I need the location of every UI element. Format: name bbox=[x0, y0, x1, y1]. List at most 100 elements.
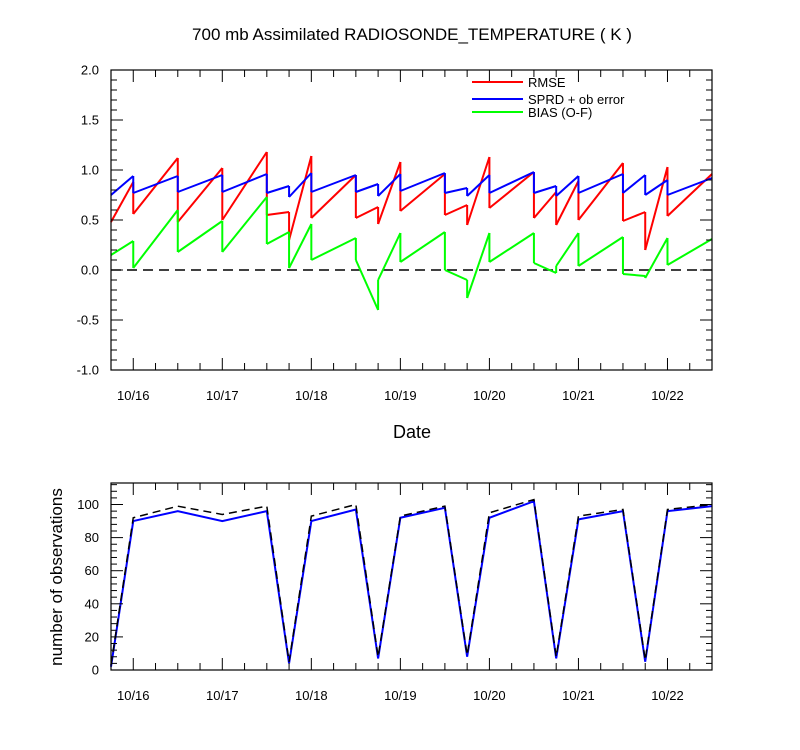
series-bias-o-f-segment bbox=[577, 236, 624, 267]
series-rmse-segment bbox=[310, 174, 357, 219]
top-panel: 700 mb Assimilated RADIOSONDE_TEMPERATUR… bbox=[77, 25, 713, 442]
series-sprd-ob-error-segment bbox=[644, 179, 669, 196]
series-sprd-ob-error-segment bbox=[288, 172, 313, 198]
top-axes: 10/16 10/17 10/18 10/19 10/20 10/21 10/22 -1.0 -… bbox=[77, 63, 713, 403]
series-rmse-segment bbox=[221, 151, 268, 221]
x-tick-label: 10/20 bbox=[473, 688, 506, 703]
x-tick-label: 10/17 bbox=[206, 388, 239, 403]
series-rmse-segment bbox=[644, 166, 669, 251]
series-bias-o-f-segment bbox=[488, 232, 535, 263]
x-tick-label: 10/19 bbox=[384, 688, 417, 703]
y-axis-title: number of observations bbox=[47, 488, 66, 666]
top-plot-frame bbox=[110, 69, 713, 371]
series-sprd-ob-error-segment bbox=[266, 185, 290, 194]
series-bias-o-f-segment bbox=[132, 209, 179, 269]
bottom-series-layer bbox=[110, 498, 713, 667]
series-rmse-segment bbox=[533, 191, 557, 219]
series-bias-o-f-segment bbox=[177, 220, 223, 253]
legend: RMSE SPRD + ob error BIAS (O-F) bbox=[472, 75, 625, 120]
series-rmse-segment bbox=[355, 206, 379, 219]
y-tick-label: -0.5 bbox=[77, 313, 99, 328]
series-bias-o-f-segment bbox=[266, 231, 290, 245]
top-series-layer bbox=[110, 151, 713, 311]
series-rmse-segment bbox=[488, 171, 535, 209]
y-tick-label: 0.5 bbox=[81, 213, 99, 228]
x-tick-label: 10/21 bbox=[562, 388, 595, 403]
x-tick-label: 10/18 bbox=[295, 688, 328, 703]
x-axis-title: Date bbox=[393, 422, 431, 442]
series-sprd-ob-error-segment bbox=[377, 173, 402, 197]
series-bias-o-f-segment bbox=[622, 273, 646, 277]
x-tick-label: 10/20 bbox=[473, 388, 506, 403]
series-sprd-ob-error-segment bbox=[667, 177, 713, 196]
series-rmse-segment bbox=[555, 180, 580, 226]
series-sprd-ob-error-segment bbox=[310, 174, 357, 193]
series-bias-o-f-segment bbox=[666, 238, 713, 266]
series-rmse-segment bbox=[577, 162, 624, 221]
x-tick-label: 10/21 bbox=[562, 688, 595, 703]
x-tick-label: 10/18 bbox=[295, 388, 328, 403]
x-tick-label: 10/16 bbox=[117, 388, 150, 403]
y-tick-label: 2.0 bbox=[81, 63, 99, 78]
y-tick-label: 20 bbox=[85, 629, 99, 644]
series-bias-o-f-segment bbox=[288, 223, 313, 269]
series-rmse-segment bbox=[288, 155, 313, 241]
series-sprd-ob-error-segment bbox=[399, 172, 446, 192]
series-sprd-ob-error-segment bbox=[444, 187, 468, 194]
series-bias-o-f-segment bbox=[399, 231, 446, 263]
bottom-axes: 10/16 10/17 10/18 10/19 10/20 10/21 10/22 0 20 40… bbox=[77, 483, 713, 703]
series-bias-o-f-segment bbox=[466, 232, 491, 299]
y-tick-label: 1.0 bbox=[81, 163, 99, 178]
series-assimilated-line bbox=[110, 499, 713, 667]
x-tick-label: 10/17 bbox=[206, 688, 239, 703]
y-tick-label: 0.0 bbox=[81, 263, 99, 278]
series-bias-o-f-segment bbox=[533, 262, 557, 274]
legend-bias-label: BIAS (O-F) bbox=[528, 105, 592, 120]
series-bias-o-f-segment bbox=[354, 259, 380, 311]
y-tick-label: 100 bbox=[77, 497, 99, 512]
x-tick-label: 10/16 bbox=[117, 688, 150, 703]
series-rmse-segment bbox=[266, 211, 290, 216]
series-rmse-segment bbox=[132, 157, 179, 215]
series-sprd-ob-error-segment bbox=[533, 185, 557, 194]
legend-sprd-label: SPRD + ob error bbox=[528, 92, 625, 107]
y-tick-label: 40 bbox=[85, 596, 99, 611]
series-rmse-segment bbox=[622, 211, 646, 222]
y-tick-label: -1.0 bbox=[77, 363, 99, 378]
series-bias-o-f-segment bbox=[310, 237, 357, 261]
series-sprd-ob-error-segment bbox=[622, 174, 646, 194]
chart-title: 700 mb Assimilated RADIOSONDE_TEMPERATUR… bbox=[192, 25, 632, 44]
series-bias-o-f-segment bbox=[644, 237, 669, 279]
series-rmse-segment bbox=[110, 181, 135, 223]
y-tick-label: 60 bbox=[85, 563, 99, 578]
series-sprd-ob-error-segment bbox=[221, 173, 268, 193]
series-sprd-ob-error-segment bbox=[177, 174, 223, 193]
x-tick-label: 10/22 bbox=[651, 688, 684, 703]
series-bias-o-f-segment bbox=[110, 240, 134, 256]
series-sprd-ob-error-segment bbox=[110, 175, 134, 196]
bottom-plot-frame bbox=[110, 482, 713, 671]
series-bias-o-f-segment bbox=[221, 196, 268, 253]
series-sprd-ob-error-segment bbox=[555, 175, 580, 197]
legend-rmse-label: RMSE bbox=[528, 75, 566, 90]
series-rmse-segment bbox=[466, 156, 491, 226]
series-bias-o-f-segment bbox=[377, 232, 402, 281]
bottom-panel: 10/16 10/17 10/18 10/19 10/20 10/21 10/22 0 20 40… bbox=[47, 482, 713, 703]
series-rmse-segment bbox=[399, 173, 446, 212]
y-tick-label: 1.5 bbox=[81, 113, 99, 128]
y-tick-label: 0 bbox=[92, 663, 99, 678]
series-rmse-segment bbox=[377, 161, 402, 225]
series-bias-o-f-segment bbox=[555, 232, 580, 267]
x-tick-label: 10/22 bbox=[651, 388, 684, 403]
series-rmse-segment bbox=[177, 167, 224, 223]
series-bias-o-f-segment bbox=[444, 269, 468, 281]
y-tick-label: 80 bbox=[85, 530, 99, 545]
series-sprd-ob-error-segment bbox=[355, 183, 379, 193]
series-sprd-ob-error-segment bbox=[132, 175, 179, 194]
series-sprd-ob-error-segment bbox=[578, 173, 624, 194]
series-rmse-segment bbox=[444, 204, 468, 216]
series-sprd-ob-error-segment bbox=[488, 171, 535, 194]
x-tick-label: 10/19 bbox=[384, 388, 417, 403]
series-possible-line bbox=[110, 498, 713, 666]
